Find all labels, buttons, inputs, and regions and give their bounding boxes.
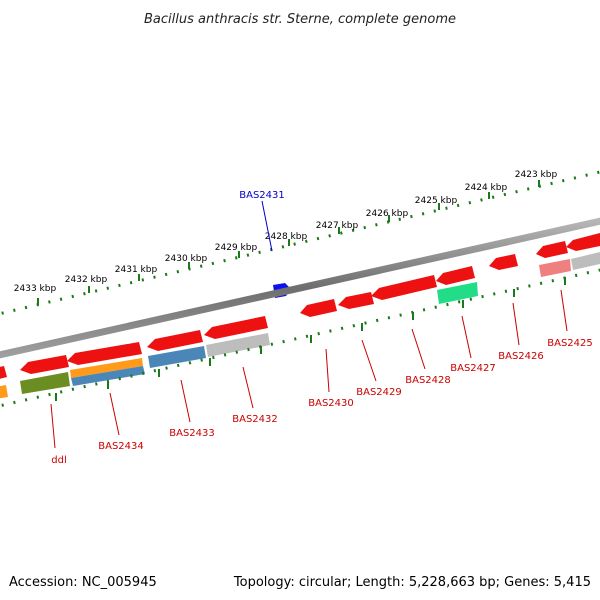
gene-block[interactable] xyxy=(70,358,143,378)
gene-block[interactable] xyxy=(437,282,478,304)
label-leader xyxy=(109,392,120,436)
kbp-label: 2423 kbp xyxy=(515,170,558,180)
gene-arrow[interactable] xyxy=(338,292,374,309)
gene-block[interactable] xyxy=(206,333,270,357)
reverse-labels xyxy=(50,289,568,449)
label-leader xyxy=(50,403,56,449)
gene-arrow[interactable] xyxy=(67,342,142,365)
label-leader xyxy=(361,339,377,382)
inner-ruler xyxy=(0,268,600,408)
gene-block[interactable] xyxy=(0,385,8,399)
gene-lane-2 xyxy=(0,252,600,399)
gene-arrow[interactable] xyxy=(20,355,69,374)
map-title: Bacillus anthracis str. Sterne, complete… xyxy=(144,12,456,27)
outer-ruler xyxy=(0,170,600,316)
gene-arrow[interactable] xyxy=(536,241,568,258)
gene-label-bas2427[interactable]: BAS2427 xyxy=(450,363,496,374)
gene-arrow[interactable] xyxy=(436,266,475,285)
kbp-label: 2425 kbp xyxy=(415,196,458,206)
label-leader xyxy=(242,366,254,409)
accession-text: Accession: NC_005945 xyxy=(9,575,157,590)
kbp-label: 2427 kbp xyxy=(316,221,359,231)
gene-label-bas2426[interactable]: BAS2426 xyxy=(498,351,544,362)
kbp-label: 2432 kbp xyxy=(65,275,108,285)
genome-backbone xyxy=(0,217,600,359)
kbp-tick-labels: 2433 kbp 2432 kbp 2431 kbp 2430 kbp 2429… xyxy=(14,170,558,294)
gene-arrow[interactable] xyxy=(147,330,203,351)
label-leader xyxy=(461,315,472,359)
kbp-label: 2431 kbp xyxy=(115,265,158,275)
label-leader xyxy=(325,348,330,393)
gene-lane-1 xyxy=(0,233,600,380)
gene-label-bas2430[interactable]: BAS2430 xyxy=(308,398,354,409)
gene-arrow[interactable] xyxy=(0,366,7,380)
kbp-label: 2428 kbp xyxy=(265,232,308,242)
kbp-label: 2430 kbp xyxy=(165,254,208,264)
label-leader xyxy=(560,289,568,332)
gene-block[interactable] xyxy=(571,252,600,270)
label-leader xyxy=(180,379,191,423)
kbp-label: 2426 kbp xyxy=(366,209,409,219)
gene-label-bas2431[interactable]: BAS2431 xyxy=(239,190,285,201)
gene-block[interactable] xyxy=(20,372,70,394)
label-leader xyxy=(261,200,273,252)
genome-summary-text: Topology: circular; Length: 5,228,663 bp… xyxy=(233,575,591,590)
gene-block[interactable] xyxy=(148,346,206,368)
label-leader xyxy=(411,328,426,370)
gene-label-bas2428[interactable]: BAS2428 xyxy=(405,375,451,386)
gene-arrow[interactable] xyxy=(566,233,600,251)
gene-label-bas2429[interactable]: BAS2429 xyxy=(356,387,402,398)
gene-block[interactable] xyxy=(71,366,145,386)
gene-label-bas2434[interactable]: BAS2434 xyxy=(98,441,144,452)
gene-label-bas2432[interactable]: BAS2432 xyxy=(232,414,278,425)
gene-arrow[interactable] xyxy=(300,299,337,317)
gene-block[interactable] xyxy=(539,259,571,277)
gene-label-bas2425[interactable]: BAS2425 xyxy=(547,338,593,349)
gene-label-bas2433[interactable]: BAS2433 xyxy=(169,428,215,439)
label-leader xyxy=(512,302,520,346)
kbp-label: 2424 kbp xyxy=(465,183,508,193)
gene-arrow[interactable] xyxy=(489,254,518,270)
gene-arrow[interactable] xyxy=(371,275,437,300)
gene-arrow[interactable] xyxy=(204,316,268,339)
kbp-label: 2429 kbp xyxy=(215,243,258,253)
kbp-label: 2433 kbp xyxy=(14,284,57,294)
gene-label-ddl[interactable]: ddl xyxy=(51,455,66,466)
